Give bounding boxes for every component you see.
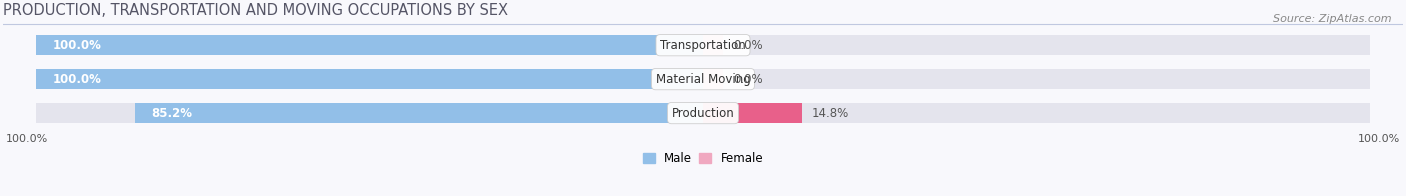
Text: 100.0%: 100.0% <box>1358 134 1400 144</box>
Text: 0.0%: 0.0% <box>733 73 762 86</box>
Text: Production: Production <box>672 107 734 120</box>
Text: 85.2%: 85.2% <box>152 107 193 120</box>
Bar <box>37 103 703 123</box>
Text: PRODUCTION, TRANSPORTATION AND MOVING OCCUPATIONS BY SEX: PRODUCTION, TRANSPORTATION AND MOVING OC… <box>3 3 508 18</box>
Bar <box>37 69 703 89</box>
Bar <box>37 35 703 55</box>
Text: 14.8%: 14.8% <box>811 107 849 120</box>
Bar <box>703 69 723 89</box>
Text: 100.0%: 100.0% <box>53 39 101 52</box>
Text: 100.0%: 100.0% <box>6 134 48 144</box>
Text: 0.0%: 0.0% <box>733 39 762 52</box>
Bar <box>703 35 723 55</box>
Bar <box>37 69 703 89</box>
Bar <box>703 35 1369 55</box>
Bar <box>703 103 1369 123</box>
Text: Material Moving: Material Moving <box>655 73 751 86</box>
Bar <box>135 103 703 123</box>
Legend: Male, Female: Male, Female <box>643 152 763 165</box>
Bar <box>37 35 703 55</box>
Text: 100.0%: 100.0% <box>53 73 101 86</box>
Text: Source: ZipAtlas.com: Source: ZipAtlas.com <box>1274 14 1392 24</box>
Text: Transportation: Transportation <box>661 39 745 52</box>
Bar <box>703 69 1369 89</box>
Bar <box>703 103 801 123</box>
